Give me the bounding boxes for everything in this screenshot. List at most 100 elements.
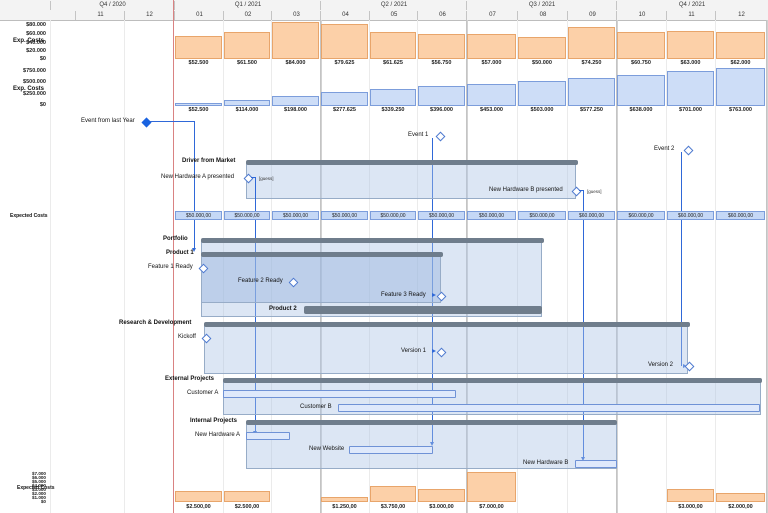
event-last-year-milestone[interactable] — [141, 117, 152, 128]
chart3-label: Expected Costs — [17, 485, 55, 491]
month-02[interactable]: 02 — [223, 11, 272, 20]
chart3-tick: $3.000 — [31, 487, 46, 492]
month-11-2020[interactable]: 11 — [75, 11, 125, 20]
dependency-line — [432, 138, 433, 443]
chart3-bar[interactable] — [467, 472, 516, 502]
chart3-bar[interactable] — [716, 493, 765, 502]
chart2-tick: $0 — [39, 102, 46, 108]
chart3-value-label: $3.000,00 — [429, 504, 454, 510]
chart2-bar[interactable] — [224, 100, 270, 106]
chart2-bar[interactable] — [667, 71, 714, 106]
chart2-bar[interactable] — [175, 103, 222, 106]
chart1-bar[interactable] — [370, 32, 416, 59]
month-08[interactable]: 08 — [517, 11, 568, 20]
event2-milestone[interactable] — [683, 145, 694, 156]
chart1-bar[interactable] — [617, 32, 665, 59]
quarter-q2-2021[interactable]: Q2 / 2021 — [320, 1, 467, 10]
dependency-arrow — [192, 248, 196, 252]
chart1-bar[interactable] — [467, 34, 516, 59]
month-05[interactable]: 05 — [369, 11, 418, 20]
month-12-2021[interactable]: 12 — [715, 11, 767, 20]
month-11-2021[interactable]: 11 — [666, 11, 716, 20]
quarter-q1-2021[interactable]: Q1 / 2021 — [174, 1, 321, 10]
chart2-bar[interactable] — [370, 89, 416, 106]
external-group-bar[interactable] — [223, 378, 762, 383]
internal-hw-a-task[interactable] — [246, 432, 290, 440]
internal-hw-b-task[interactable] — [575, 460, 617, 468]
chart2-bar[interactable] — [418, 86, 465, 106]
expected-cost-cell[interactable]: $50.000,00 — [224, 211, 270, 220]
expected-cost-cell[interactable]: $50.000,00 — [467, 211, 516, 220]
chart1-bar[interactable] — [175, 36, 222, 59]
month-04[interactable]: 04 — [320, 11, 370, 20]
driver-group-bar[interactable] — [246, 160, 578, 165]
expected-cost-cell[interactable]: $60.000,00 — [667, 211, 714, 220]
chart3-bar[interactable] — [224, 491, 270, 502]
portfolio-group-bar[interactable] — [201, 238, 544, 243]
chart1-bar[interactable] — [272, 22, 319, 59]
product2-bar[interactable] — [304, 306, 542, 314]
chart3-bar[interactable] — [667, 489, 714, 502]
chart3-bar[interactable] — [418, 489, 465, 502]
expected-cost-cell[interactable]: $50.000,00 — [518, 211, 566, 220]
month-07[interactable]: 07 — [466, 11, 518, 20]
chart1-bar[interactable] — [667, 31, 714, 59]
chart1-bar[interactable] — [716, 32, 765, 59]
expected-cost-cell[interactable]: $60.000,00 — [568, 211, 615, 220]
month-06[interactable]: 06 — [417, 11, 467, 20]
internal-hw-a-label: New Hardware A — [195, 432, 241, 438]
chart3-bar[interactable] — [370, 486, 416, 502]
customer-b-task[interactable] — [338, 404, 760, 412]
chart2-bar[interactable] — [467, 84, 516, 106]
dependency-line — [150, 121, 194, 122]
rnd-group-bar[interactable] — [204, 322, 690, 327]
chart2-value-label: $277.625 — [333, 107, 356, 113]
chart2-bar[interactable] — [321, 92, 368, 106]
chart1-label: Exp. Costs — [13, 38, 45, 44]
grid-line — [320, 20, 322, 513]
expected-cost-cell[interactable]: $50.000,00 — [175, 211, 222, 220]
expected-cost-cell[interactable]: $50.000,00 — [418, 211, 465, 220]
chart1-value-label: $60.750 — [631, 60, 651, 66]
month-10[interactable]: 10 — [616, 11, 667, 20]
external-title: External Projects — [165, 376, 215, 382]
feature2-label: Feature 2 Ready — [238, 278, 283, 284]
quarter-q4-2021[interactable]: Q4 / 2021 — [616, 1, 767, 10]
chart1-bar[interactable] — [518, 37, 566, 59]
chart2-bar[interactable] — [716, 68, 765, 106]
customer-a-task[interactable] — [223, 390, 456, 398]
chart1-tick: $60.000 — [26, 31, 46, 37]
chart1-bar[interactable] — [568, 27, 615, 59]
chart1-bar[interactable] — [418, 34, 465, 59]
expected-cost-cell[interactable]: $60.000,00 — [716, 211, 765, 220]
chart1-value-label: $63.000 — [680, 60, 701, 66]
chart3-bar[interactable] — [321, 497, 368, 502]
expected-cost-cell[interactable]: $60.000,00 — [617, 211, 665, 220]
quarter-q4-2020[interactable]: Q4 / 2020 — [50, 1, 174, 10]
chart1-tick: $40.000 — [26, 40, 46, 46]
quarter-q3-2021[interactable]: Q3 / 2021 — [466, 1, 617, 10]
month-09[interactable]: 09 — [567, 11, 617, 20]
product1-group-bar[interactable] — [201, 252, 443, 257]
month-03[interactable]: 03 — [271, 11, 321, 20]
chart2-bar[interactable] — [272, 96, 319, 106]
expected-cost-cell[interactable]: $50.000,00 — [272, 211, 319, 220]
chart2-bar[interactable] — [617, 75, 665, 106]
internal-group-bar[interactable] — [246, 420, 617, 425]
month-12-2020[interactable]: 12 — [124, 11, 174, 20]
chart1-bar[interactable] — [321, 24, 368, 59]
chart3-bar[interactable] — [175, 491, 222, 502]
today-line — [173, 0, 174, 513]
grid-line — [466, 20, 468, 513]
rnd-title: Research & Development — [119, 320, 192, 326]
expected-cost-cell[interactable]: $50.000,00 — [321, 211, 368, 220]
chart1-tick: $20.000 — [26, 48, 46, 54]
website-task[interactable] — [349, 446, 433, 454]
hw-b-presented-label: New Hardware B presented — [489, 187, 563, 193]
chart2-bar[interactable] — [518, 81, 566, 106]
chart2-bar[interactable] — [568, 78, 615, 106]
event1-milestone[interactable] — [435, 131, 446, 142]
expected-cost-cell[interactable]: $50.000,00 — [370, 211, 416, 220]
chart1-bar[interactable] — [224, 32, 270, 59]
month-01[interactable]: 01 — [174, 11, 224, 20]
